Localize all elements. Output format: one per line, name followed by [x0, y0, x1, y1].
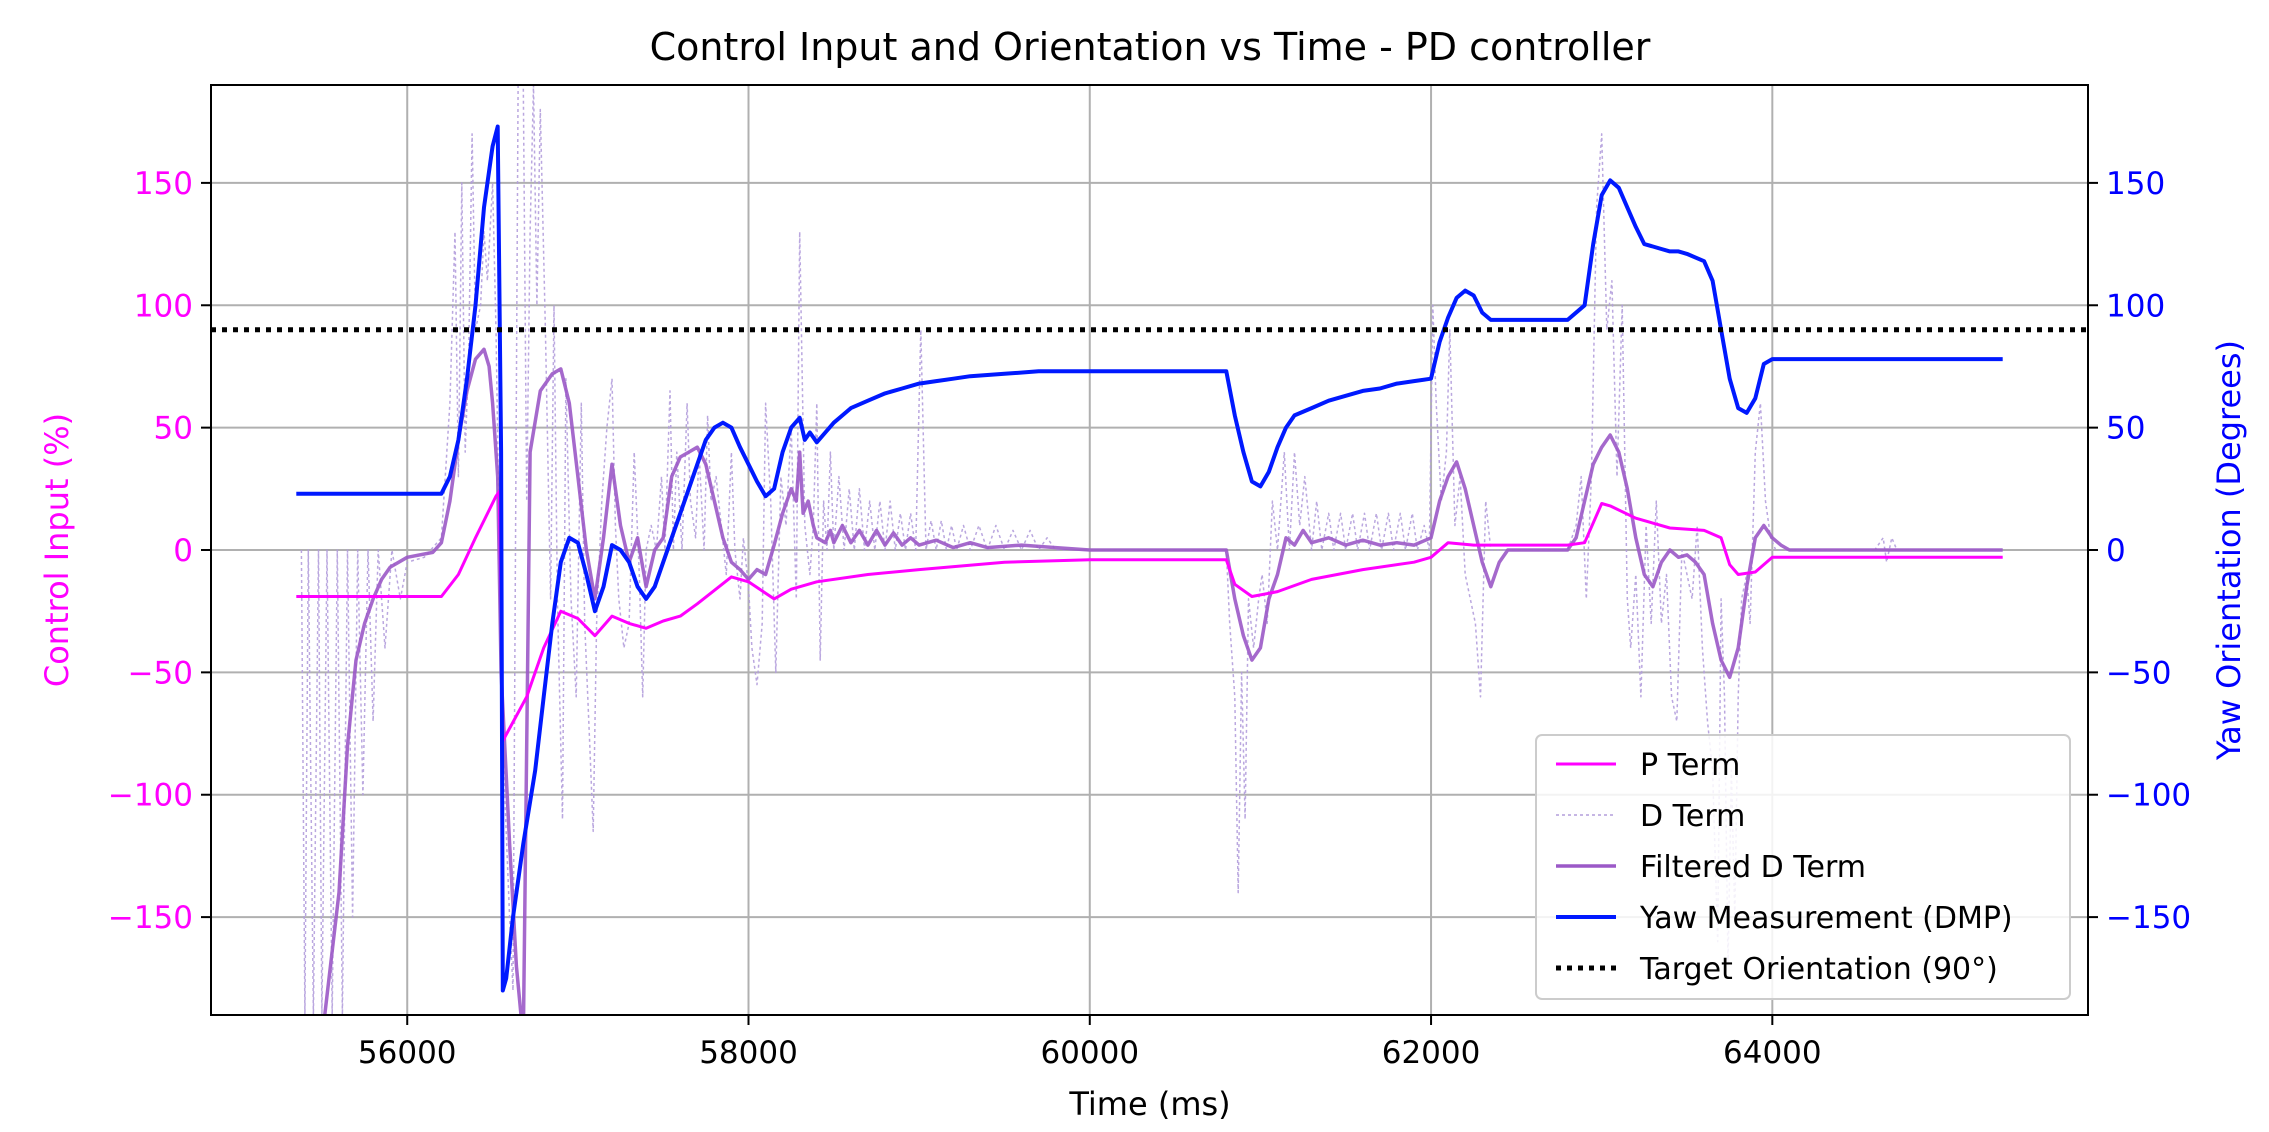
y-left-tick-label: 50	[154, 411, 193, 447]
y-right-tick-label: 50	[2106, 411, 2145, 447]
x-tick-label: 62000	[1382, 1035, 1481, 1071]
y-right-tick-label: 150	[2106, 166, 2165, 202]
legend-d-term-label: D Term	[1640, 799, 1745, 834]
y-right-tick-label: −50	[2106, 655, 2171, 691]
y-axis-left-label: Control Input (%)	[38, 413, 76, 687]
x-axis: 56000 58000 60000 62000 64000	[358, 1015, 1822, 1071]
x-tick-label: 56000	[358, 1035, 457, 1071]
y-right-tick-label: 100	[2106, 288, 2165, 324]
y-right-tick-label: −150	[2106, 900, 2191, 936]
legend-yaw-measurement-label: Yaw Measurement (DMP)	[1639, 901, 2013, 936]
x-tick-label: 64000	[1723, 1035, 1822, 1071]
x-tick-label: 58000	[699, 1035, 798, 1071]
series-layer	[211, 85, 2088, 1015]
y-left-tick-label: −100	[108, 778, 193, 814]
y-axis-right-label: Yaw Orientation (Degrees)	[2210, 340, 2248, 761]
x-tick-label: 60000	[1040, 1035, 1139, 1071]
yaw-measurement-line	[296, 124, 2003, 993]
filtered-d-term-line	[322, 347, 2003, 1015]
legend: P Term D Term Filtered D Term Yaw Measureme…	[1535, 734, 2071, 1000]
chart-title: Control Input and Orientation vs Time - …	[650, 25, 1651, 69]
y-left-tick-label: 100	[134, 288, 193, 324]
y-left-tick-label: 150	[134, 166, 193, 202]
y-left-tick-label: 0	[173, 533, 193, 569]
y-right-tick-label: 0	[2106, 533, 2126, 569]
y-right-tick-label: −100	[2106, 778, 2191, 814]
legend-p-term-label: P Term	[1640, 748, 1740, 783]
y-left-tick-label: −50	[128, 655, 193, 691]
y-axis-left: 150 100 50 0 −50 −100 −150	[108, 166, 211, 936]
y-axis-right: 150 100 50 0 −50 −100 −150	[2088, 166, 2191, 936]
y-left-tick-label: −150	[108, 900, 193, 936]
x-axis-label: Time (ms)	[1068, 1085, 1230, 1123]
legend-target-orientation-label: Target Orientation (90°)	[1639, 952, 1998, 987]
legend-box	[1535, 734, 2071, 1000]
legend-filtered-d-term-label: Filtered D Term	[1640, 850, 1866, 885]
